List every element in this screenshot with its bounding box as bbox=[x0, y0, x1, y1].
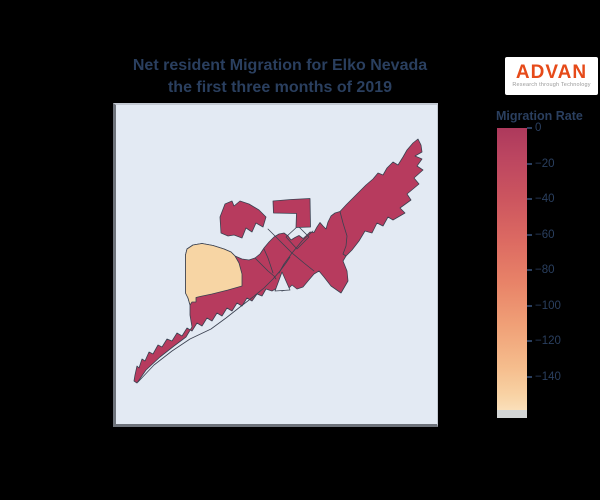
choropleth-map[interactable] bbox=[116, 105, 437, 424]
chart-title-line2: the first three months of 2019 bbox=[167, 79, 393, 96]
colorbar-tickmark bbox=[527, 234, 532, 236]
colorbar-tickmark bbox=[527, 163, 532, 165]
advan-logo-wordmark: ADVAN bbox=[515, 62, 588, 83]
colorbar-tick-label: −60 bbox=[535, 229, 555, 241]
colorbar-tick-label: −100 bbox=[535, 300, 561, 312]
map-parish-border-west bbox=[254, 257, 277, 280]
colorbar-tick-label: −40 bbox=[535, 193, 555, 205]
map-parish-border-northeast bbox=[339, 211, 348, 257]
colorbar-tick-label: 0 bbox=[535, 122, 542, 134]
colorbar-tickmark bbox=[527, 198, 532, 200]
map-region-north-enclave-east[interactable] bbox=[272, 198, 311, 228]
chart-title-line1: Net resident Migration for Elko Nevada bbox=[132, 57, 428, 74]
colorbar-tick-label: −80 bbox=[535, 264, 555, 276]
colorbar-tickmark bbox=[527, 340, 532, 342]
map-region-western-parish[interactable] bbox=[185, 243, 243, 306]
map-region-main-landmass[interactable] bbox=[133, 138, 424, 384]
colorbar-tick-label: −140 bbox=[535, 371, 561, 383]
map-coastal-inlet bbox=[274, 271, 291, 292]
advan-logo-tagline: Research through Technology bbox=[512, 82, 591, 88]
chart-title: Net resident Migration for Elko Nevada t… bbox=[90, 55, 470, 99]
map-parish-border-x2 bbox=[278, 230, 314, 274]
colorbar-title: Migration Rate bbox=[496, 109, 583, 123]
colorbar-end-strip bbox=[497, 410, 527, 418]
colorbar-tickmark bbox=[527, 376, 532, 378]
advan-logo: ADVAN Research through Technology bbox=[505, 57, 598, 95]
colorbar-gradient bbox=[497, 128, 527, 410]
map-region-north-enclave-west[interactable] bbox=[219, 200, 267, 239]
colorbar-tick-label: −20 bbox=[535, 158, 555, 170]
map-parish-border-diamond bbox=[285, 225, 310, 250]
map-parish-border-center bbox=[263, 248, 274, 274]
colorbar-tick-label: −120 bbox=[535, 335, 561, 347]
colorbar-tickmark bbox=[527, 269, 532, 271]
choropleth-map-panel[interactable] bbox=[113, 103, 438, 427]
colorbar-tickmark bbox=[527, 305, 532, 307]
colorbar-tickmark bbox=[527, 127, 532, 129]
